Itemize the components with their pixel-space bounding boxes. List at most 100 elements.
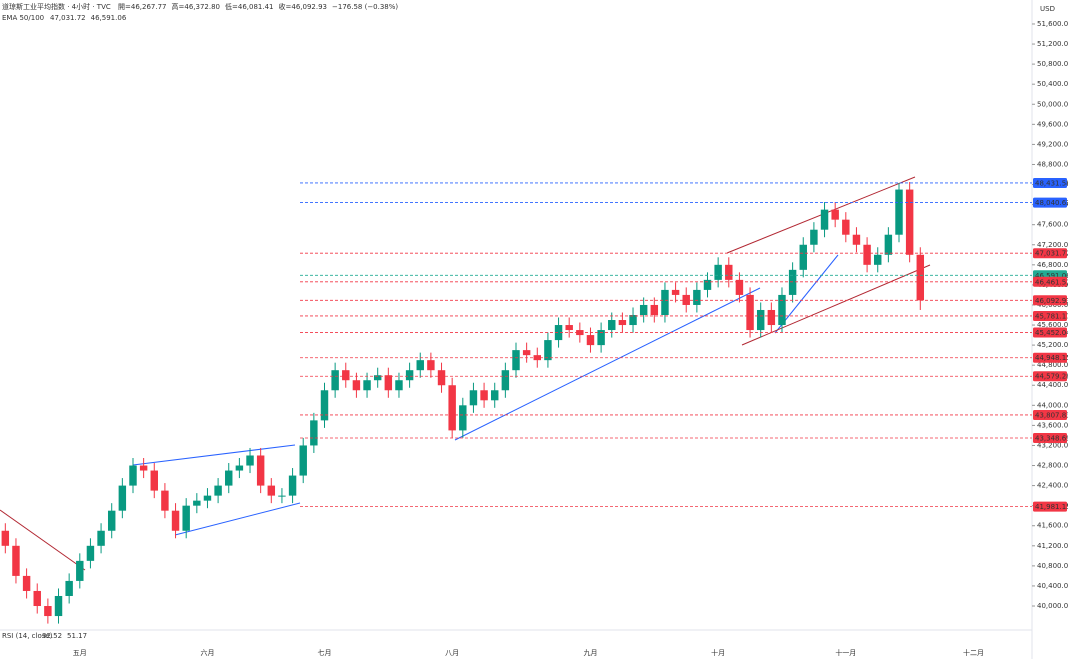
candle-body [501,370,510,391]
y-tick-label: 41,600.00 [1037,522,1068,530]
candle-body [629,315,637,326]
candle-body [767,309,776,326]
candle-body [310,420,318,446]
candle-body [331,370,339,391]
candle-body [639,304,648,315]
ema-value: 47,031.72 [50,14,86,22]
header-value: 收=46,092.93 [279,2,328,11]
x-tick-label: 五月 [73,649,87,657]
candle-body [256,455,265,486]
candle-body [129,465,137,486]
candle-body [405,370,414,381]
candle-body [171,510,180,531]
candle-body [586,335,595,346]
candle-body [512,350,520,371]
candle-body [608,320,616,331]
candle-body [884,234,893,255]
candle-body [427,360,435,371]
level-label-box [1033,327,1067,338]
candle-body [490,390,499,401]
level-label-box [1033,409,1067,420]
candle-body [852,234,861,245]
y-tick-label: 45,600.00 [1037,321,1068,329]
y-tick-label: 40,400.00 [1037,582,1068,590]
candle-body [778,294,786,326]
candle-body [831,209,839,220]
rsi-value: 51.17 [67,632,87,640]
candle-body [384,375,393,391]
candle-body [107,510,116,531]
y-tick-label: 50,400.00 [1037,80,1068,88]
candle-body [597,330,605,346]
candle-body [799,244,807,270]
candle-body [76,560,84,581]
y-tick-label: 43,200.00 [1037,441,1068,449]
y-tick-label: 50,800.00 [1037,60,1068,68]
candle-body [661,289,669,315]
candle-body [118,485,127,511]
candle-body [97,530,105,546]
y-tick-label: 51,200.00 [1037,40,1068,48]
candle-body [565,325,573,331]
candle-body [161,490,169,511]
level-label: 45,781.17 [1035,312,1068,320]
candle-body [1,530,10,546]
candle-body [182,505,190,531]
candle-body [746,294,754,331]
candle-body [725,264,733,280]
y-tick-label: 48,800.00 [1037,160,1068,168]
x-tick-label: 八月 [445,649,459,657]
trendline [741,264,931,346]
chart-title: 道琼斯工业平均指数 · 4小时 · TVC [2,2,111,11]
candle-body [235,465,244,471]
candle-body [363,380,371,391]
ema-label: EMA 50/100 [2,14,44,22]
candle-body [703,279,712,290]
trendline [174,502,301,536]
header-value: 高=46,372.80 [172,2,221,11]
y-tick-label: 42,400.00 [1037,482,1068,490]
candle-body [267,485,276,496]
candle-body [874,254,882,265]
candle-body [820,209,829,230]
level-label-box [1033,248,1067,259]
x-tick-label: 十一月 [835,648,856,657]
y-tick-label: 40,000.00 [1037,602,1068,610]
candle-body [459,405,467,431]
candle-body [810,229,818,245]
header-value: 開=46,267.77 [118,3,167,11]
y-tick-label: 47,200.00 [1037,241,1068,249]
candle-body [693,289,701,305]
y-tick-label: 49,600.00 [1037,120,1068,128]
level-label-box [1033,352,1067,363]
candle-body [12,545,20,576]
level-label: 48,040.63 [1035,199,1068,207]
level-label-box [1033,276,1067,287]
candle-body [895,189,903,235]
level-label-box [1033,197,1067,208]
candle-body [437,370,446,386]
candle-body [842,219,850,235]
candle-body [554,325,563,341]
x-tick-label: 九月 [583,648,597,657]
candle-body [299,445,307,476]
trendline [132,444,296,466]
y-tick-label: 45,200.00 [1037,341,1068,349]
candle-body [86,545,95,561]
level-label: 48,431.58 [1035,179,1068,187]
candle-body [320,390,329,421]
y-tick-label: 50,000.00 [1037,100,1068,108]
candle-body [278,495,286,497]
candle-body [480,390,488,401]
rsi-value: 32.52 [42,632,62,640]
candle-body [756,309,765,331]
candle-body [916,254,925,301]
candle-body [214,485,222,496]
y-tick-label: 47,600.00 [1037,221,1068,229]
candle-body [65,580,73,596]
candle-body [735,279,744,295]
rsi-label: RSI (14, close) [2,632,53,640]
candle-body [395,380,403,391]
header-value: −176.58 (−0.38%) [332,3,398,11]
